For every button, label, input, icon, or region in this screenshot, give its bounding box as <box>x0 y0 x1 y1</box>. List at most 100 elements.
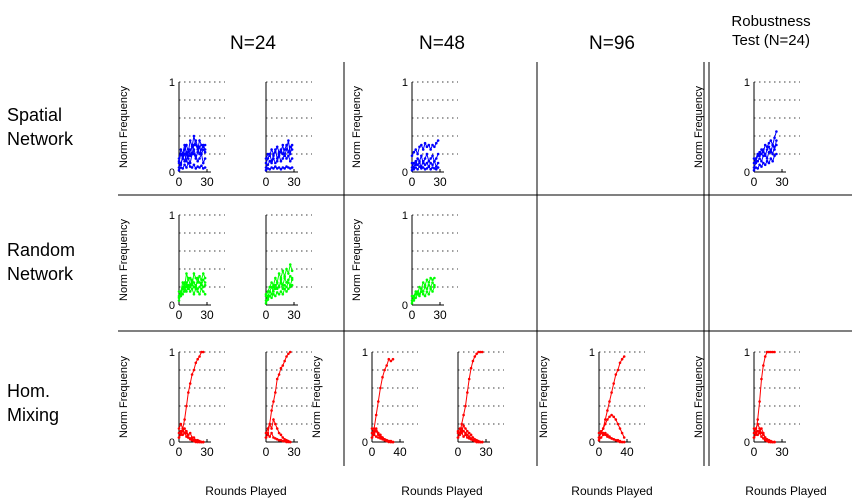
chart-panel: 0 30 <box>263 214 312 322</box>
data-point <box>599 436 603 439</box>
x-tick-label: 0 <box>263 445 270 459</box>
data-point <box>425 167 429 170</box>
data-point <box>177 290 181 293</box>
data-point <box>279 159 283 163</box>
data-point <box>270 296 273 300</box>
row-header-mixing-line2: Mixing <box>7 405 60 425</box>
data-point <box>758 157 761 160</box>
data-point <box>283 148 286 151</box>
data-point <box>599 429 603 433</box>
data-point <box>416 168 419 171</box>
data-point <box>385 364 389 367</box>
data-point <box>275 427 279 430</box>
data-point <box>429 168 432 171</box>
data-point <box>429 157 432 160</box>
data-point <box>198 292 201 296</box>
data-point <box>200 287 203 291</box>
data-point <box>767 440 771 444</box>
data-point <box>200 281 203 284</box>
data-point <box>264 436 268 439</box>
data-point <box>462 435 465 438</box>
data-point <box>177 159 181 163</box>
data-point <box>464 404 467 408</box>
data-point <box>287 352 290 356</box>
y-tick-label: 1 <box>589 347 595 359</box>
data-point <box>196 276 199 280</box>
data-point <box>270 431 273 435</box>
x-tick-label: 0 <box>409 308 416 322</box>
data-point <box>412 150 416 154</box>
data-point <box>414 166 418 169</box>
data-point <box>423 283 427 287</box>
data-point <box>387 440 391 444</box>
x-tick-label: 30 <box>200 175 214 189</box>
data-point <box>203 276 207 280</box>
data-point <box>604 418 607 421</box>
data-point <box>266 157 270 160</box>
x-tick-label: 30 <box>287 445 301 459</box>
data-point <box>183 431 186 435</box>
data-point <box>187 391 190 394</box>
data-point <box>188 382 192 385</box>
data-point <box>201 148 205 151</box>
data-point <box>285 355 288 358</box>
data-point <box>622 355 626 358</box>
data-point <box>460 431 464 435</box>
data-point <box>274 165 277 168</box>
data-point <box>410 166 414 169</box>
data-point <box>188 431 192 435</box>
data-point <box>288 263 292 266</box>
y-axis-label: Norm Frequency <box>538 356 550 438</box>
data-point <box>187 154 190 158</box>
data-point <box>190 166 194 169</box>
data-point <box>179 429 183 433</box>
data-point <box>285 143 288 147</box>
data-point <box>200 148 203 151</box>
data-point <box>758 427 761 430</box>
data-point <box>762 161 765 165</box>
data-point <box>190 143 194 147</box>
x-tick-label: 30 <box>200 308 214 322</box>
data-point <box>756 154 760 158</box>
data-point <box>762 148 765 151</box>
data-point <box>287 139 290 142</box>
data-point <box>266 290 270 293</box>
data-point <box>431 290 434 293</box>
data-point <box>277 152 281 156</box>
data-point <box>467 435 471 438</box>
data-point <box>187 157 190 160</box>
data-point <box>187 283 190 287</box>
x-tick-label: 30 <box>287 308 301 322</box>
data-point <box>425 152 429 156</box>
data-point <box>288 285 292 289</box>
data-point <box>281 269 285 273</box>
data-point <box>279 281 283 284</box>
data-point <box>471 359 475 363</box>
data-point <box>477 350 480 354</box>
data-point <box>464 431 467 435</box>
data-point <box>290 166 294 169</box>
y-axis-label: Norm Frequency <box>118 219 130 301</box>
data-point <box>466 429 469 433</box>
y-axis-label: Norm Frequency <box>118 86 130 168</box>
data-point <box>379 437 382 440</box>
row-header-mixing: Hom. Mixing <box>7 379 59 427</box>
row-header-random: Random Network <box>7 238 75 286</box>
data-point <box>475 440 478 444</box>
data-point <box>421 292 425 296</box>
data-point <box>183 418 186 421</box>
data-point <box>274 391 277 394</box>
data-point <box>767 141 771 145</box>
data-point <box>763 143 767 147</box>
data-point <box>420 154 423 158</box>
data-point <box>427 159 431 163</box>
chart-panel: 0 30 0 1 Norm Frequency <box>351 210 458 322</box>
data-point <box>601 427 605 430</box>
data-point <box>610 413 613 417</box>
data-point <box>606 433 609 437</box>
data-point <box>620 440 624 444</box>
data-point <box>604 422 607 426</box>
data-point <box>275 291 279 294</box>
row-header-mixing-line1: Hom. <box>7 381 51 401</box>
data-point <box>203 150 207 154</box>
